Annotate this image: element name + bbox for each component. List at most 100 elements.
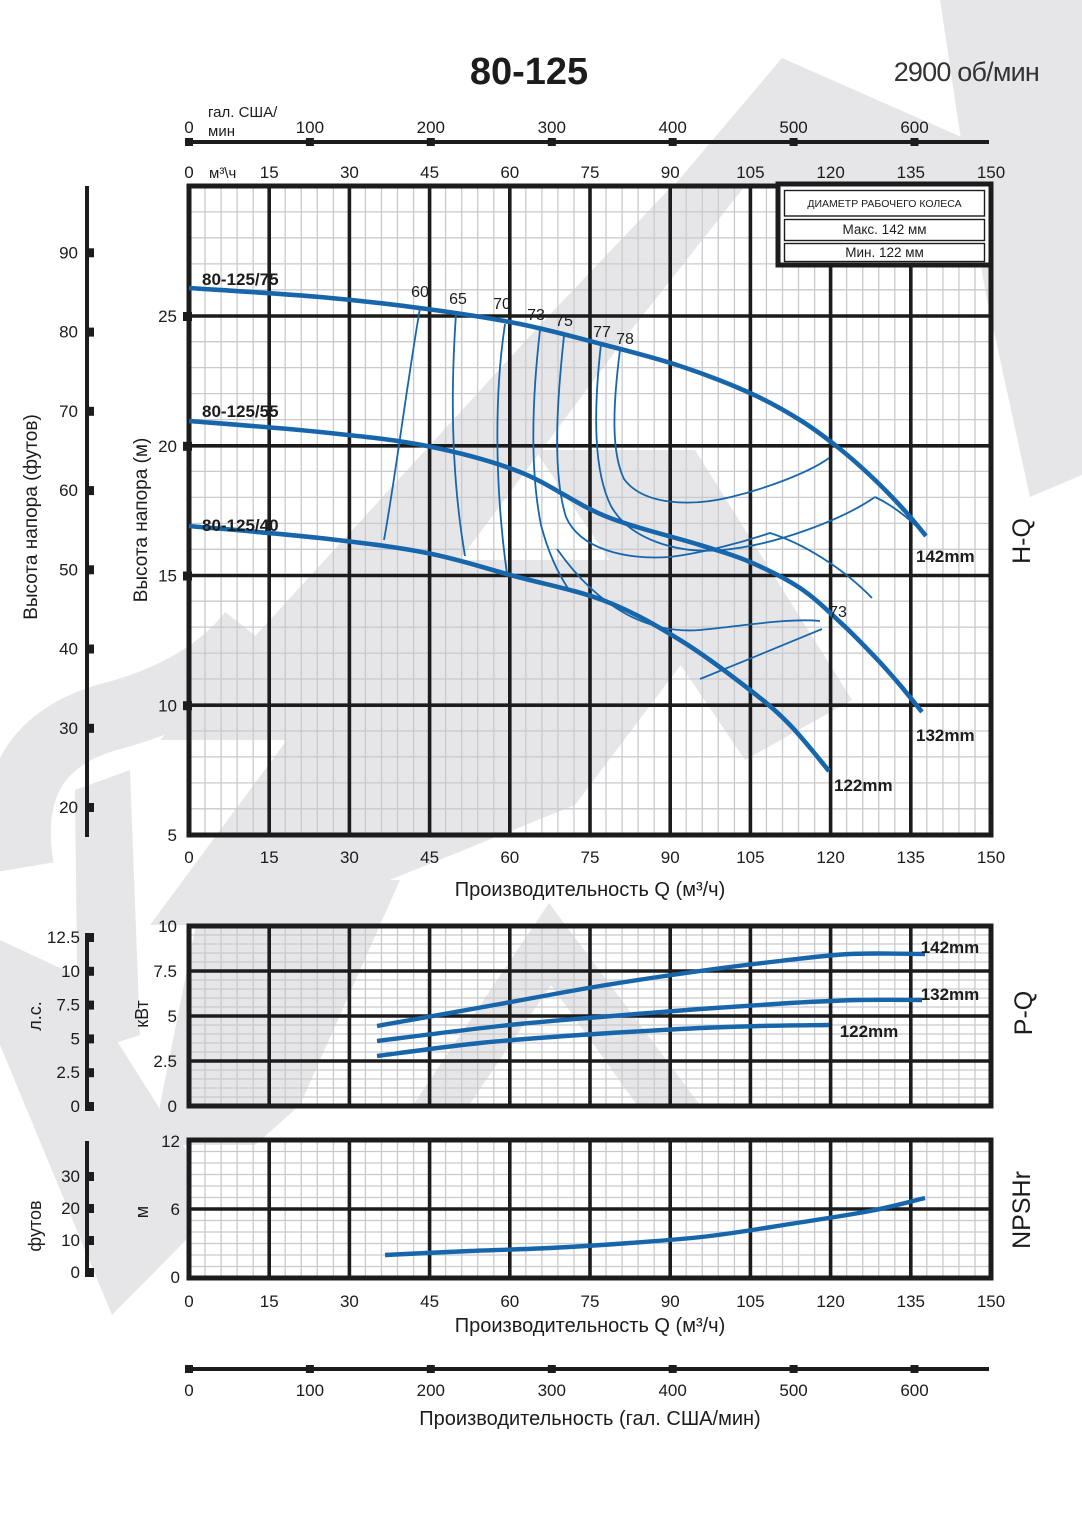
svg-text:300: 300 <box>538 118 566 137</box>
svg-text:60: 60 <box>500 1292 519 1311</box>
svg-text:400: 400 <box>658 1381 686 1400</box>
svg-text:5: 5 <box>71 1029 80 1048</box>
svg-text:2900 об/мин: 2900 об/мин <box>894 57 1039 87</box>
svg-text:105: 105 <box>736 163 764 182</box>
svg-text:0: 0 <box>184 118 193 137</box>
svg-text:5: 5 <box>168 826 177 845</box>
svg-text:12: 12 <box>161 1132 180 1151</box>
svg-text:78: 78 <box>616 331 634 348</box>
svg-text:105: 105 <box>736 1292 764 1311</box>
svg-text:75: 75 <box>581 1292 600 1311</box>
svg-text:80-125/55: 80-125/55 <box>202 402 279 421</box>
svg-text:45: 45 <box>420 163 439 182</box>
svg-text:10: 10 <box>61 962 80 981</box>
svg-text:0: 0 <box>71 1097 80 1116</box>
svg-text:2.5: 2.5 <box>153 1052 177 1071</box>
svg-text:H-Q: H-Q <box>1008 518 1036 564</box>
svg-text:30: 30 <box>340 163 359 182</box>
svg-text:15: 15 <box>158 567 177 586</box>
svg-text:90: 90 <box>661 1292 680 1311</box>
svg-text:10: 10 <box>61 1231 80 1250</box>
svg-text:75: 75 <box>581 848 600 867</box>
svg-text:80-125/40: 80-125/40 <box>202 516 279 535</box>
svg-text:90: 90 <box>59 243 78 262</box>
svg-text:60: 60 <box>500 848 519 867</box>
svg-text:0: 0 <box>168 1097 177 1116</box>
svg-text:73: 73 <box>829 604 847 621</box>
svg-text:0: 0 <box>171 1268 180 1287</box>
svg-text:футов: футов <box>25 1200 45 1251</box>
svg-text:15: 15 <box>260 163 279 182</box>
svg-text:30: 30 <box>340 1292 359 1311</box>
svg-text:60: 60 <box>411 284 429 301</box>
svg-text:200: 200 <box>417 1381 445 1400</box>
svg-text:м: м <box>132 1206 152 1218</box>
svg-text:135: 135 <box>897 1292 925 1311</box>
svg-text:120: 120 <box>816 1292 844 1311</box>
svg-text:150: 150 <box>977 1292 1005 1311</box>
svg-text:40: 40 <box>59 640 78 659</box>
svg-text:80-125: 80-125 <box>470 51 588 93</box>
svg-text:P-Q: P-Q <box>1010 991 1038 1035</box>
svg-text:142mm: 142mm <box>921 938 980 957</box>
svg-text:90: 90 <box>661 848 680 867</box>
svg-text:л.с.: л.с. <box>25 1001 45 1031</box>
svg-text:0: 0 <box>184 1292 193 1311</box>
svg-text:30: 30 <box>59 719 78 738</box>
svg-text:гал. США/: гал. США/ <box>208 104 278 121</box>
svg-text:120: 120 <box>816 848 844 867</box>
svg-text:15: 15 <box>260 1292 279 1311</box>
svg-text:122mm: 122mm <box>840 1022 899 1041</box>
svg-text:Мин. 122 мм: Мин. 122 мм <box>845 245 924 260</box>
svg-text:90: 90 <box>661 163 680 182</box>
svg-text:кВт: кВт <box>132 1000 152 1028</box>
svg-text:77: 77 <box>593 324 611 341</box>
svg-text:100: 100 <box>296 118 324 137</box>
svg-text:132mm: 132mm <box>916 726 975 745</box>
svg-text:20: 20 <box>158 437 177 456</box>
svg-text:6: 6 <box>171 1200 180 1219</box>
svg-text:500: 500 <box>779 118 807 137</box>
svg-text:0: 0 <box>184 163 193 182</box>
svg-text:75: 75 <box>555 313 573 330</box>
svg-text:400: 400 <box>658 118 686 137</box>
svg-text:0: 0 <box>184 848 193 867</box>
svg-text:45: 45 <box>420 1292 439 1311</box>
svg-text:Производительность Q (м³/ч): Производительность Q (м³/ч) <box>455 879 726 901</box>
svg-text:120: 120 <box>816 163 844 182</box>
svg-text:15: 15 <box>260 848 279 867</box>
svg-text:Высота напора (футов): Высота напора (футов) <box>21 414 42 620</box>
svg-text:600: 600 <box>900 118 928 137</box>
svg-text:75: 75 <box>581 163 600 182</box>
svg-text:135: 135 <box>897 848 925 867</box>
svg-text:5: 5 <box>168 1007 177 1026</box>
svg-text:70: 70 <box>59 402 78 421</box>
svg-text:30: 30 <box>61 1167 80 1186</box>
svg-text:150: 150 <box>977 848 1005 867</box>
svg-text:100: 100 <box>296 1381 324 1400</box>
svg-text:7.5: 7.5 <box>56 996 80 1015</box>
svg-text:65: 65 <box>449 291 467 308</box>
svg-text:0: 0 <box>71 1263 80 1282</box>
svg-text:132mm: 132mm <box>921 985 980 1004</box>
svg-text:50: 50 <box>59 560 78 579</box>
svg-text:122mm: 122mm <box>834 776 893 795</box>
svg-text:80-125/75: 80-125/75 <box>202 270 279 289</box>
svg-text:73: 73 <box>527 307 545 324</box>
svg-text:NPSHr: NPSHr <box>1008 1171 1036 1249</box>
svg-text:Высота напора (м): Высота напора (м) <box>131 438 152 603</box>
svg-text:Производительность (гал. США/м: Производительность (гал. США/мин) <box>419 1408 760 1430</box>
svg-text:80: 80 <box>59 323 78 342</box>
svg-text:200: 200 <box>417 118 445 137</box>
svg-text:Макс. 142 мм: Макс. 142 мм <box>842 222 926 237</box>
svg-text:600: 600 <box>900 1381 928 1400</box>
svg-text:2.5: 2.5 <box>56 1063 80 1082</box>
svg-text:10: 10 <box>158 917 177 936</box>
svg-text:45: 45 <box>420 848 439 867</box>
svg-text:Производительность Q (м³/ч): Производительность Q (м³/ч) <box>455 1315 726 1337</box>
svg-text:150: 150 <box>977 163 1005 182</box>
svg-text:20: 20 <box>59 798 78 817</box>
svg-text:ДИАМЕТР РАБОЧЕГО КОЛЕСА: ДИАМЕТР РАБОЧЕГО КОЛЕСА <box>807 198 961 210</box>
svg-text:м³\ч: м³\ч <box>209 165 236 182</box>
svg-text:0: 0 <box>184 1381 193 1400</box>
